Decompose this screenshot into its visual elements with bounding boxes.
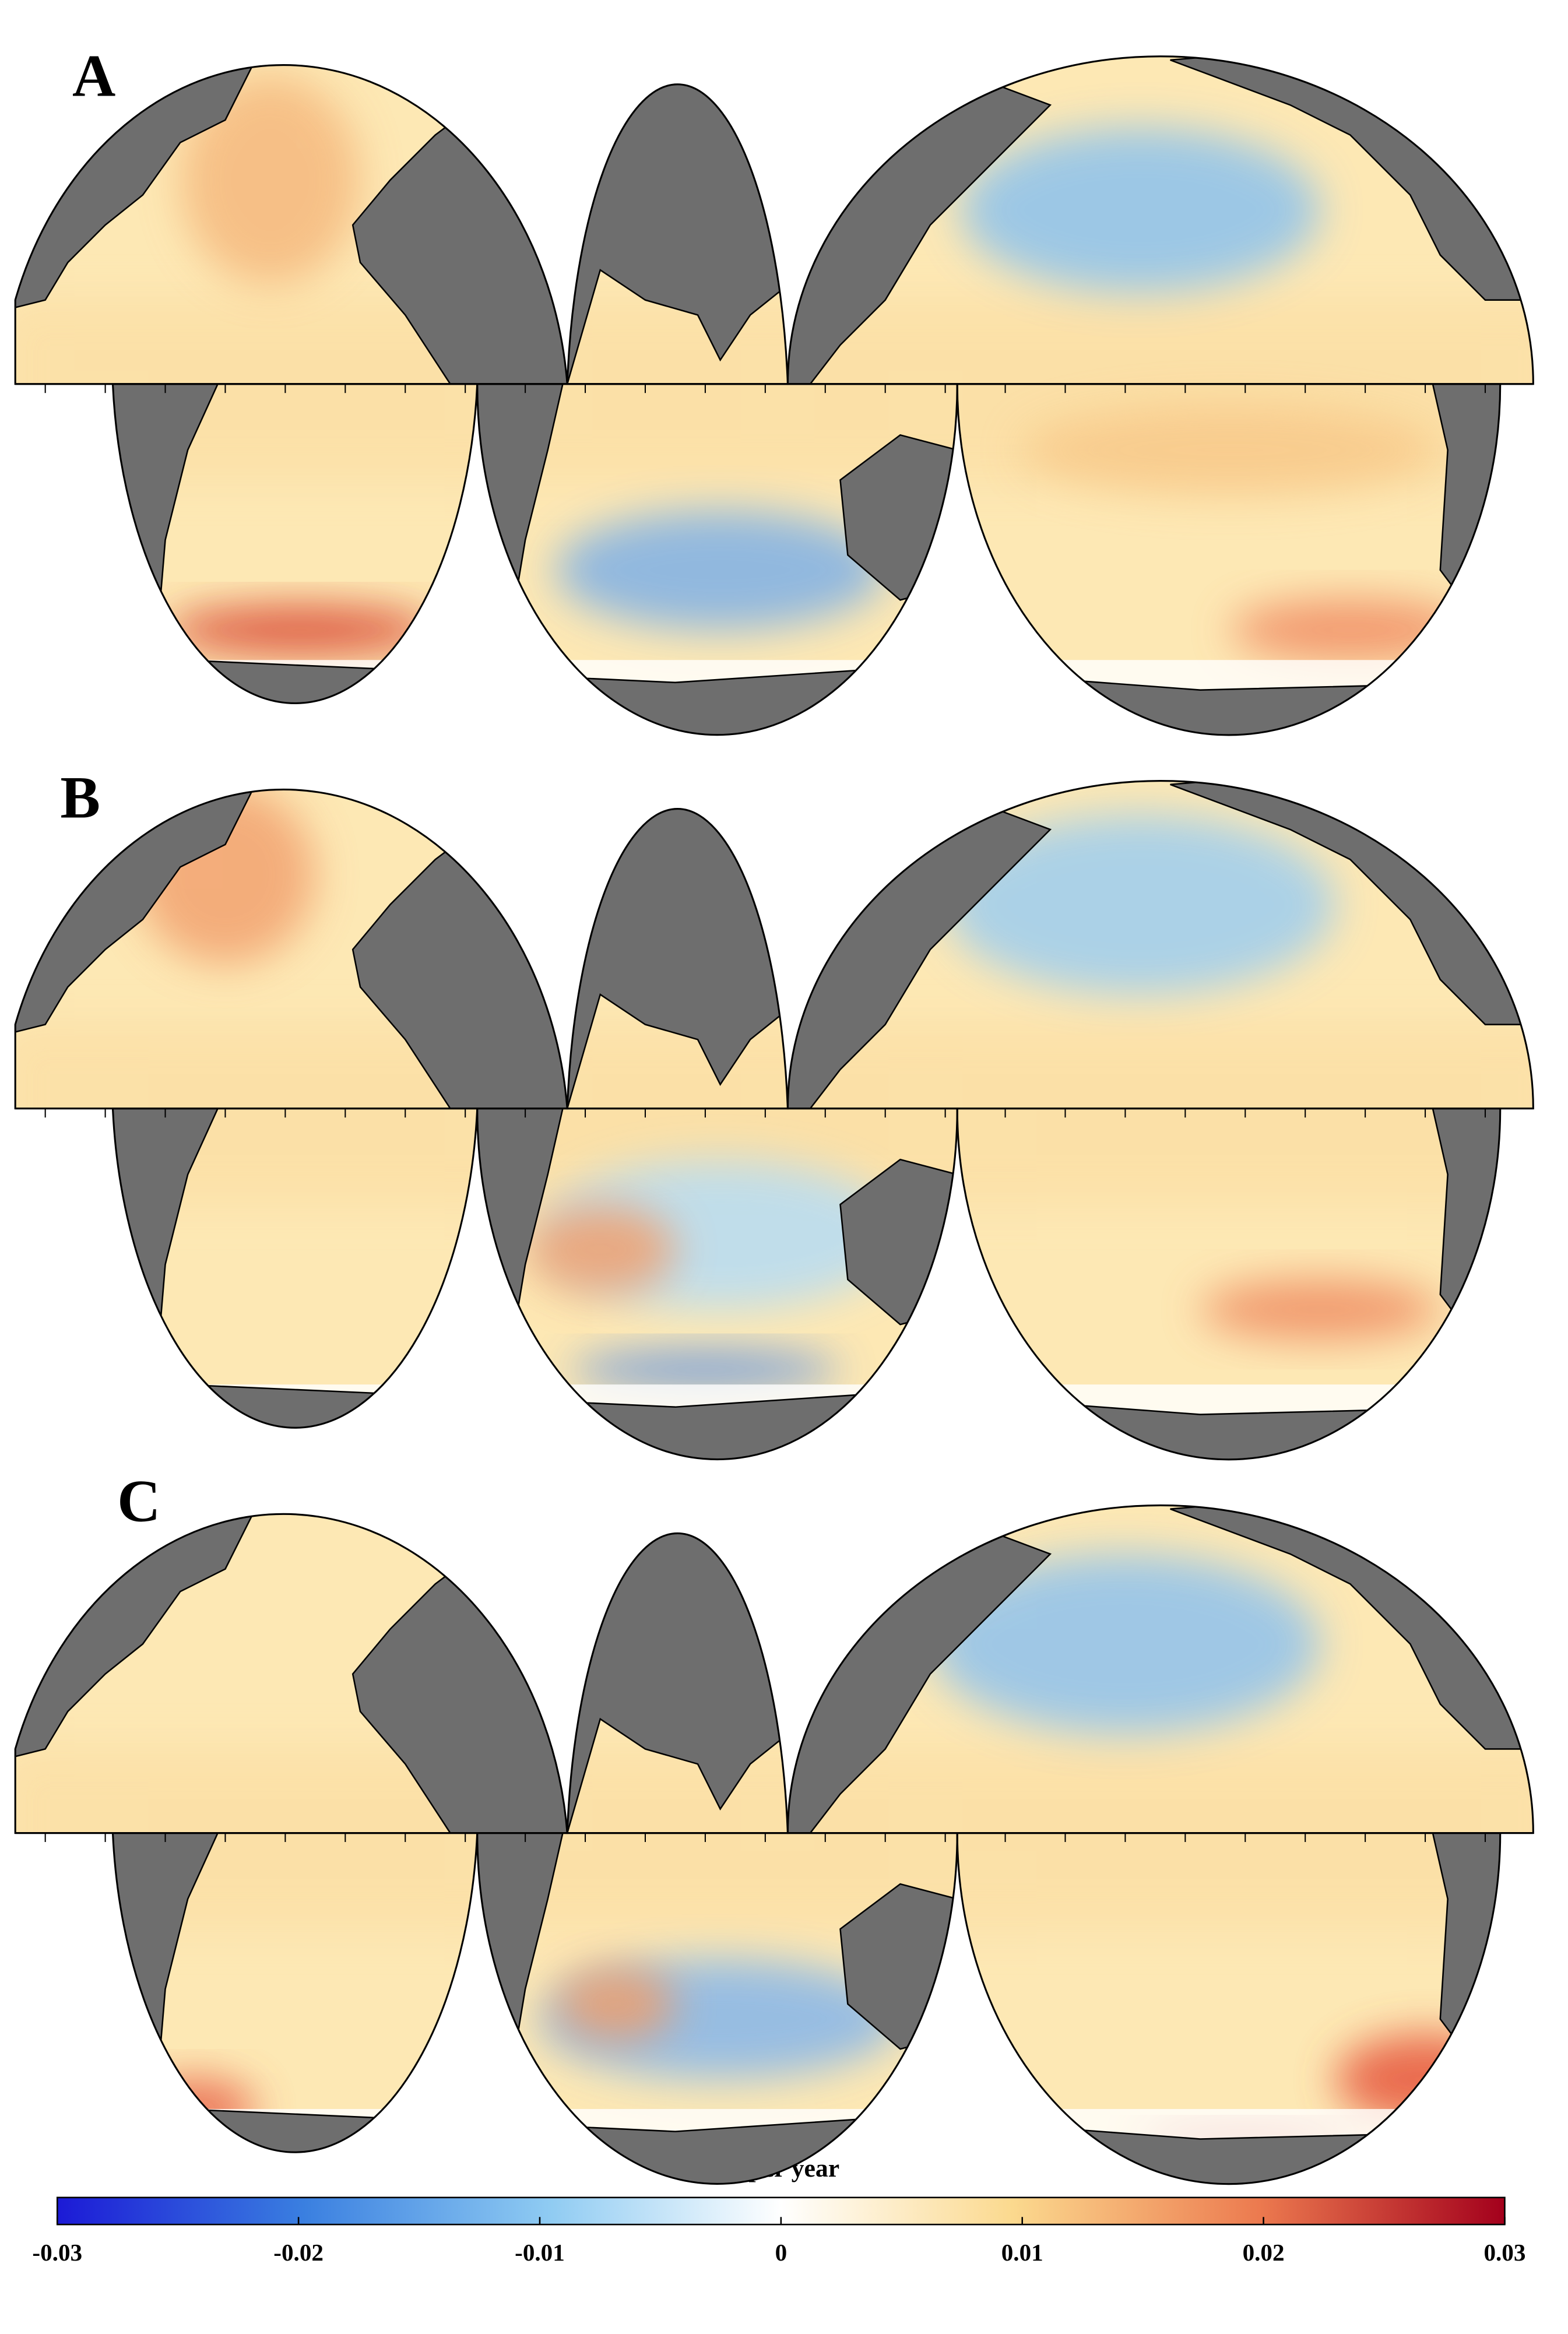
- panel-label: C: [117, 1468, 160, 1534]
- lobe-outline: [476, 1832, 958, 2185]
- lobe-outline: [566, 1532, 789, 1834]
- lobe-outline: [111, 383, 479, 704]
- ocean-anomaly: [1230, 600, 1471, 660]
- ocean-anomaly: [945, 814, 1335, 995]
- panel-label: A: [72, 43, 115, 110]
- lobe-outline: [476, 1108, 958, 1461]
- colorbar-tick-label: 0.01: [1001, 2239, 1043, 2266]
- ocean-anomaly: [165, 606, 435, 654]
- lobe-outline: [111, 1832, 479, 2153]
- ocean-anomaly: [525, 1204, 676, 1295]
- lobe-outline: [476, 383, 958, 736]
- colorbar-tick-label: -0.01: [515, 2239, 565, 2266]
- ocean-anomaly: [570, 1351, 841, 1388]
- ocean-anomaly: [555, 1966, 676, 2042]
- panel-label: B: [60, 764, 100, 831]
- ocean-anomaly: [1020, 405, 1440, 495]
- lobe-outline: [566, 808, 789, 1110]
- lobe-outline: [956, 383, 1502, 736]
- lobe-outline: [566, 83, 789, 385]
- map-panel: B: [14, 764, 1534, 1461]
- colorbar-tick-label: -0.03: [32, 2239, 82, 2266]
- lobe-outline: [14, 1513, 568, 1834]
- map-panel: C: [14, 1468, 1534, 2185]
- lobe-outline: [14, 788, 568, 1110]
- ocean-anomaly: [930, 1553, 1320, 1734]
- colorbar-tick-label: 0.03: [1483, 2239, 1525, 2266]
- lobe-outline: [786, 779, 1534, 1110]
- lobe-outline: [14, 64, 568, 385]
- lobe-outline: [786, 55, 1534, 385]
- ocean-anomaly: [1200, 1279, 1440, 1340]
- map-panel: A: [14, 43, 1534, 736]
- colorbar-tick-label: -0.02: [273, 2239, 324, 2266]
- lobe-outline: [956, 1832, 1502, 2185]
- map-fill: [15, 781, 1534, 1460]
- map-fill: [15, 56, 1534, 735]
- colorbar-tick-label: 0.02: [1243, 2239, 1285, 2266]
- map-fill: [15, 1505, 1534, 2184]
- ocean-anomaly: [180, 75, 361, 285]
- ocean-tropics: [15, 1749, 1534, 1929]
- lobe-outline: [111, 1108, 479, 1429]
- ocean-anomaly: [555, 509, 885, 630]
- lobe-outline: [786, 1504, 1534, 1834]
- lobe-outline: [956, 1108, 1502, 1461]
- colorbar-tick-label: 0: [775, 2239, 787, 2266]
- ocean-anomaly: [960, 127, 1320, 293]
